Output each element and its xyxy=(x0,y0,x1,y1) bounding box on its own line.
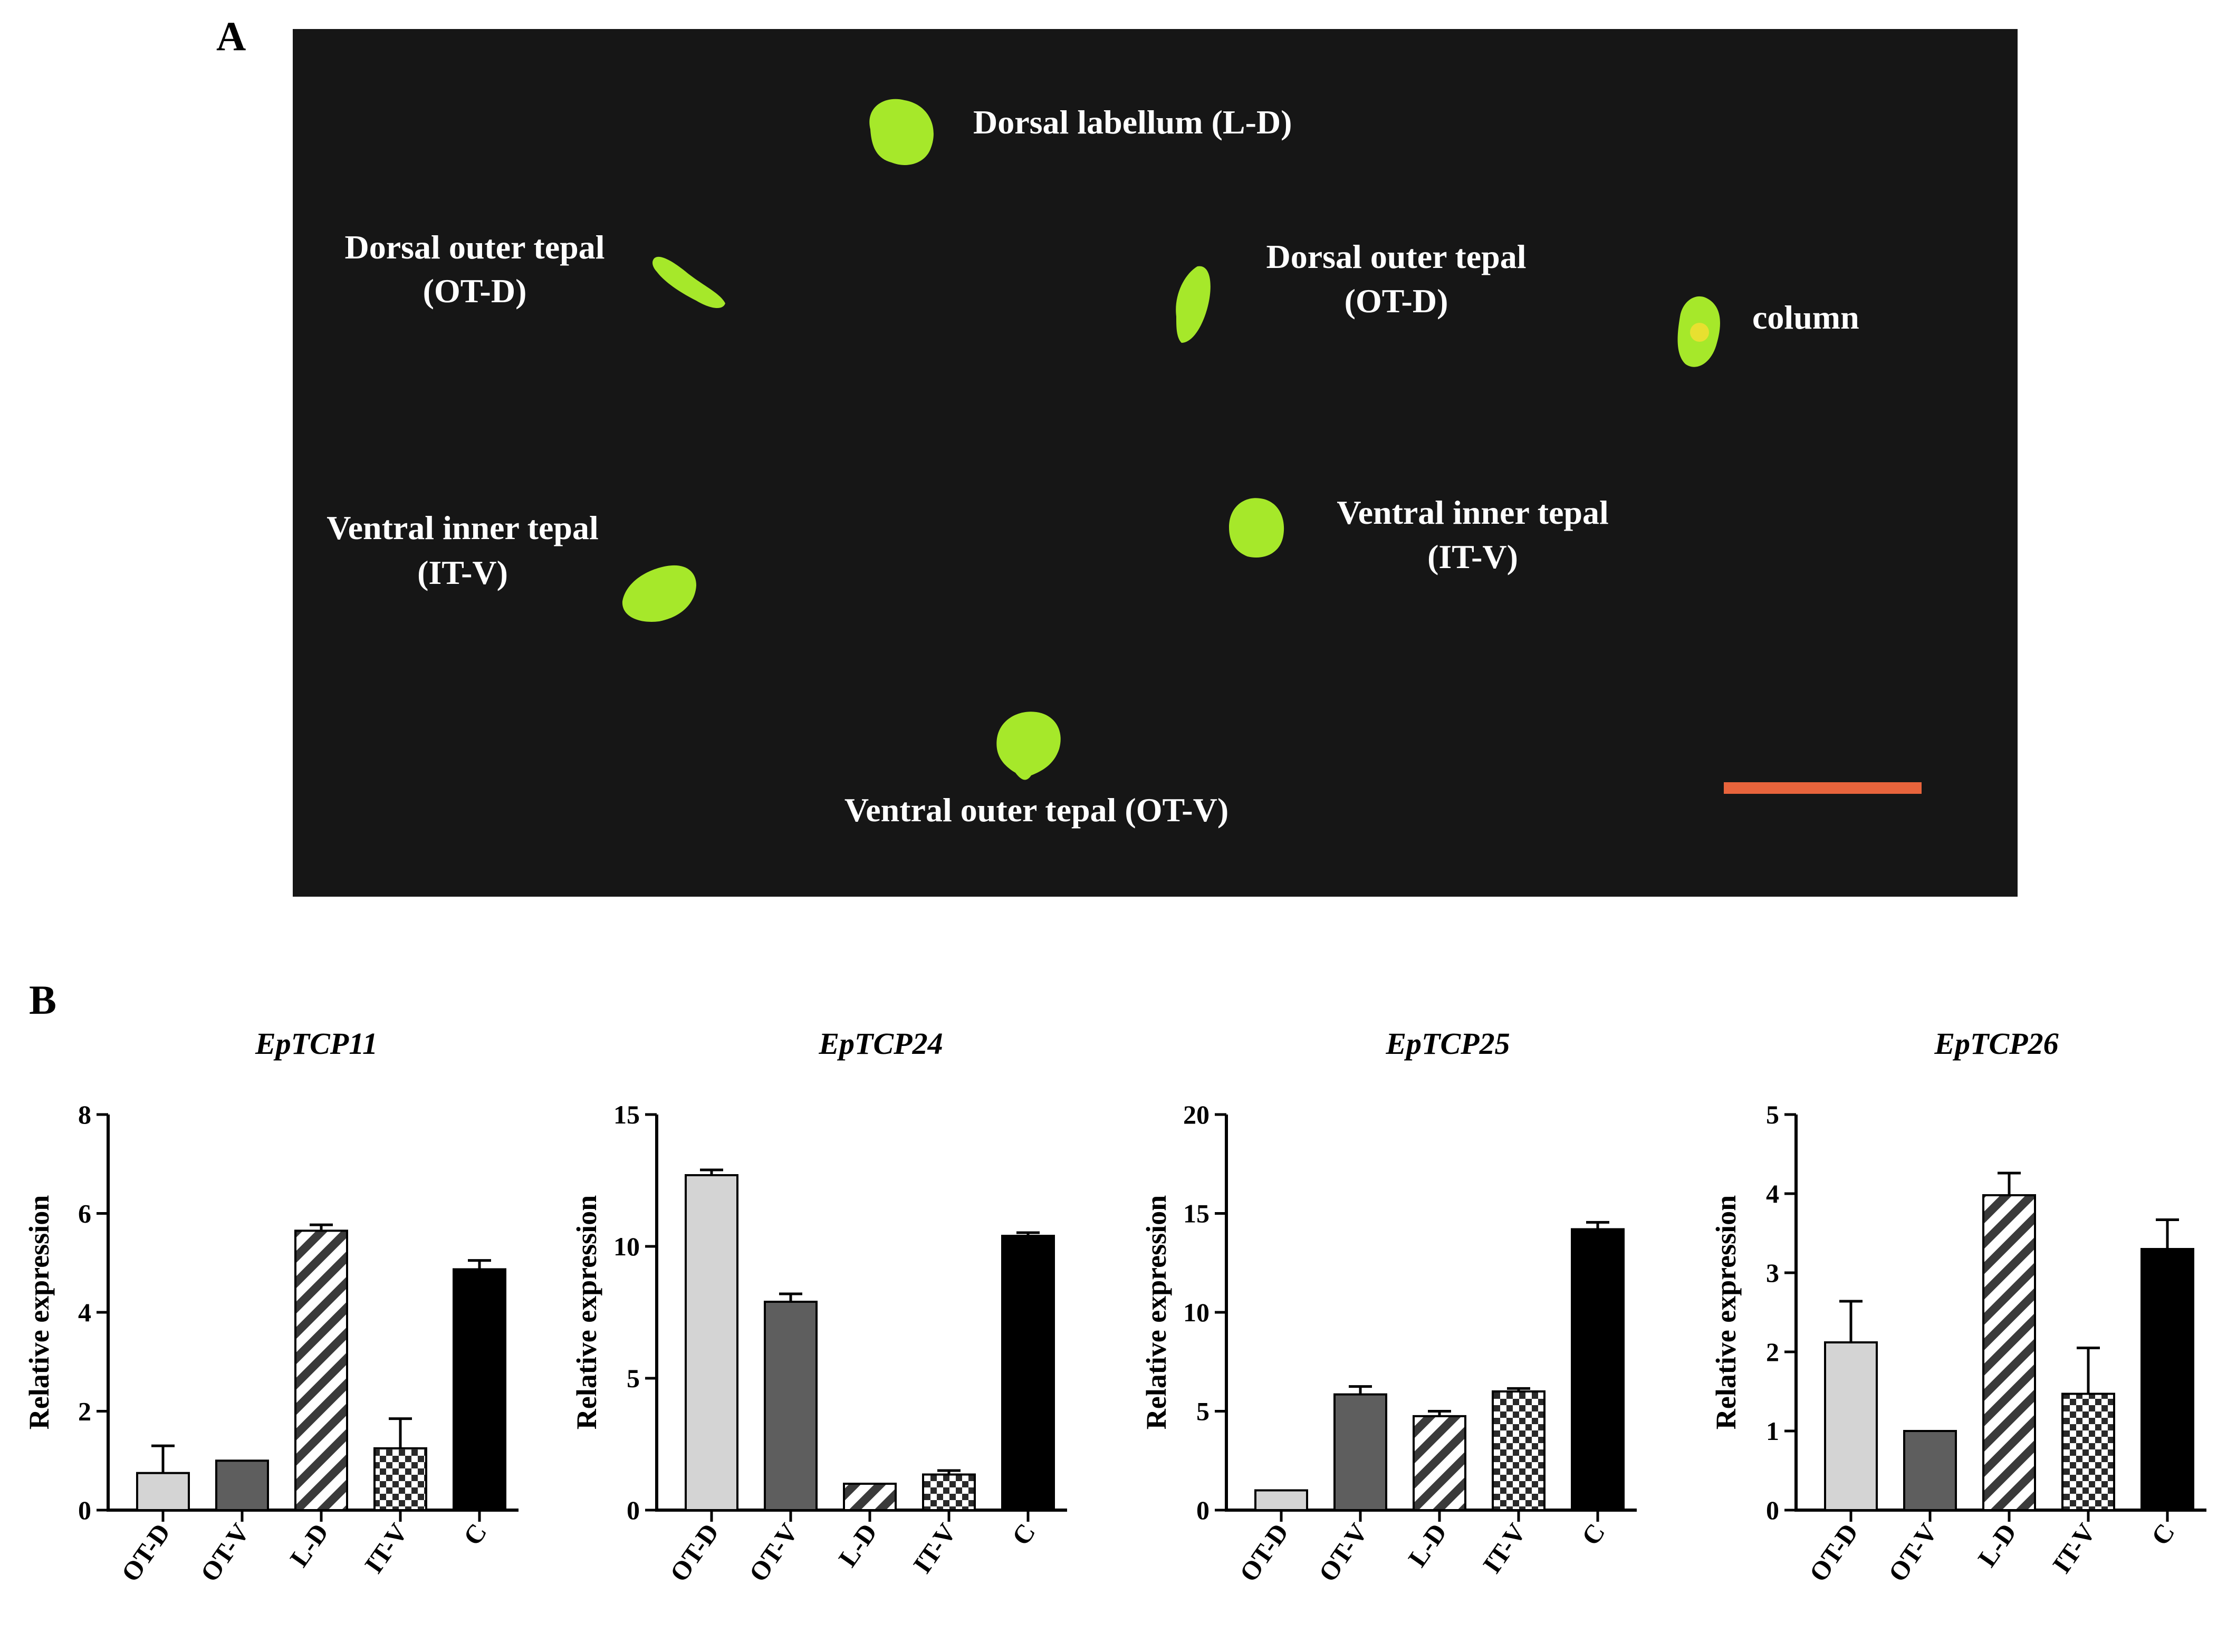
label-dorsal-outer-right: Dorsal outer tepal xyxy=(1266,238,1527,275)
x-tick-label: L-D xyxy=(284,1518,334,1572)
photo-labels: Dorsal labellum (L-D) Dorsal outer tepal… xyxy=(327,103,1859,829)
x-tick-label: C xyxy=(1576,1518,1611,1551)
label-column: column xyxy=(1752,299,1859,336)
label-ventral-inner-left-abbr: (IT-V) xyxy=(417,554,508,591)
bar-IT-V xyxy=(373,1447,427,1511)
x-tick-label: C xyxy=(2145,1518,2181,1551)
y-tick-label: 8 xyxy=(78,1100,91,1129)
y-axis-label: Relative expression xyxy=(1710,1195,1742,1429)
y-tick-label: 5 xyxy=(1196,1397,1210,1426)
tissue-dorsal-outer-left xyxy=(652,256,725,309)
bar-IT-V xyxy=(2061,1392,2115,1511)
bar-L-D xyxy=(843,1483,897,1511)
label-ventral-inner-right: Ventral inner tepal xyxy=(1337,494,1609,531)
bar-OT-V xyxy=(215,1459,269,1511)
x-tick-label: L-D xyxy=(832,1518,882,1572)
y-tick-label: 0 xyxy=(78,1495,91,1525)
tissue-samples xyxy=(622,99,1720,780)
x-tick-label: OT-D xyxy=(664,1518,725,1587)
bar-OT-D xyxy=(1824,1341,1878,1511)
x-tick-label: IT-V xyxy=(907,1518,962,1579)
bar-IT-V xyxy=(1492,1390,1546,1511)
tissue-dorsal-outer-right xyxy=(1176,266,1211,343)
bar-OT-V xyxy=(1903,1430,1957,1511)
label-ventral-inner-left: Ventral inner tepal xyxy=(327,509,599,546)
y-tick-label: 10 xyxy=(1183,1298,1210,1327)
bar-L-D xyxy=(1982,1194,2036,1511)
y-tick-label: 0 xyxy=(1766,1495,1779,1525)
tissue-ventral-inner-right xyxy=(1229,498,1284,558)
scale-bar xyxy=(1724,782,1922,794)
chart-EpTCP24: EpTCP24 Relative expression 0 5 10 15 OT-D OT-V… xyxy=(571,1026,1067,1587)
label-ventral-inner-right-abbr: (IT-V) xyxy=(1427,538,1518,575)
y-tick-label: 5 xyxy=(627,1363,640,1393)
panel-b-label: B xyxy=(29,977,56,1023)
panel-a-label: A xyxy=(216,13,246,59)
y-tick-label: 0 xyxy=(627,1495,640,1525)
bar-OT-D xyxy=(685,1174,738,1511)
y-tick-label: 15 xyxy=(613,1100,640,1129)
label-dorsal-outer-left-abbr: (OT-D) xyxy=(423,272,527,310)
y-tick-label: 4 xyxy=(78,1298,91,1327)
y-tick-label: 0 xyxy=(1196,1495,1210,1525)
microscopy-photo xyxy=(293,29,2018,897)
x-tick-label: L-D xyxy=(1402,1518,1452,1572)
x-tick-label: OT-D xyxy=(1234,1518,1294,1587)
label-dorsal-outer-right-abbr: (OT-D) xyxy=(1345,282,1448,320)
tissue-dorsal-labellum xyxy=(869,99,934,165)
tissue-ventral-inner-left xyxy=(622,565,696,622)
y-tick-label: 15 xyxy=(1183,1199,1210,1228)
y-tick-label: 3 xyxy=(1766,1258,1779,1288)
x-tick-label: IT-V xyxy=(1477,1518,1532,1579)
x-tick-label: OT-V xyxy=(195,1518,255,1587)
y-tick-label: 5 xyxy=(1766,1100,1779,1129)
bar-C xyxy=(1571,1228,1625,1511)
y-axis-label: Relative expression xyxy=(571,1195,602,1429)
bar-C xyxy=(1001,1235,1055,1511)
y-tick-label: 2 xyxy=(78,1397,91,1426)
bar-L-D xyxy=(1413,1415,1466,1511)
chart-title: EpTCP11 xyxy=(255,1026,378,1061)
tissue-column-spot xyxy=(1690,323,1709,342)
y-tick-label: 20 xyxy=(1183,1100,1210,1129)
tissue-ventral-outer xyxy=(996,712,1061,780)
bar-OT-D xyxy=(136,1472,190,1511)
x-tick-label: OT-D xyxy=(116,1518,176,1587)
bar-C xyxy=(453,1268,506,1511)
y-axis-label: Relative expression xyxy=(23,1195,55,1429)
y-tick-label: 4 xyxy=(1766,1179,1779,1208)
bar-L-D xyxy=(294,1230,348,1511)
x-tick-label: C xyxy=(1006,1518,1041,1551)
y-tick-label: 6 xyxy=(78,1199,91,1228)
chart-EpTCP25: EpTCP25 Relative expression 0 5 10 15 20 OT-D OT… xyxy=(1140,1026,1637,1587)
label-dorsal-outer-left: Dorsal outer tepal xyxy=(345,228,605,266)
x-tick-label: OT-D xyxy=(1803,1518,1864,1587)
label-ventral-outer: Ventral outer tepal (OT-V) xyxy=(844,791,1228,829)
bar-C xyxy=(2140,1248,2194,1511)
x-tick-label: OT-V xyxy=(1883,1518,1943,1587)
bar-charts: EpTCP11 Relative expression 0 2 4 6 8 OT-D OT-V L… xyxy=(23,1026,2206,1587)
x-tick-label: IT-V xyxy=(359,1518,414,1579)
x-tick-label: C xyxy=(457,1518,493,1551)
y-axis-label: Relative expression xyxy=(1140,1195,1172,1429)
x-tick-label: IT-V xyxy=(2047,1518,2101,1579)
chart-EpTCP11: EpTCP11 Relative expression 0 2 4 6 8 OT-D OT-V L… xyxy=(23,1026,519,1587)
chart-title: EpTCP26 xyxy=(1934,1026,2058,1061)
label-dorsal-labellum: Dorsal labellum (L-D) xyxy=(973,103,1292,141)
x-tick-label: OT-V xyxy=(743,1518,804,1587)
y-tick-label: 2 xyxy=(1766,1337,1779,1367)
chart-EpTCP26: EpTCP26 Relative expression 0 1 2 3 4 5 OT-D OT-V… xyxy=(1710,1026,2206,1587)
bar-OT-V xyxy=(764,1301,818,1511)
y-tick-label: 10 xyxy=(613,1232,640,1261)
chart-title: EpTCP24 xyxy=(818,1026,943,1061)
y-tick-label: 1 xyxy=(1766,1416,1779,1446)
chart-title: EpTCP25 xyxy=(1385,1026,1510,1061)
bar-IT-V xyxy=(922,1473,976,1511)
x-tick-label: L-D xyxy=(1972,1518,2022,1572)
bar-OT-V xyxy=(1333,1393,1387,1511)
bar-OT-D xyxy=(1254,1489,1308,1511)
x-tick-label: OT-V xyxy=(1313,1518,1374,1587)
